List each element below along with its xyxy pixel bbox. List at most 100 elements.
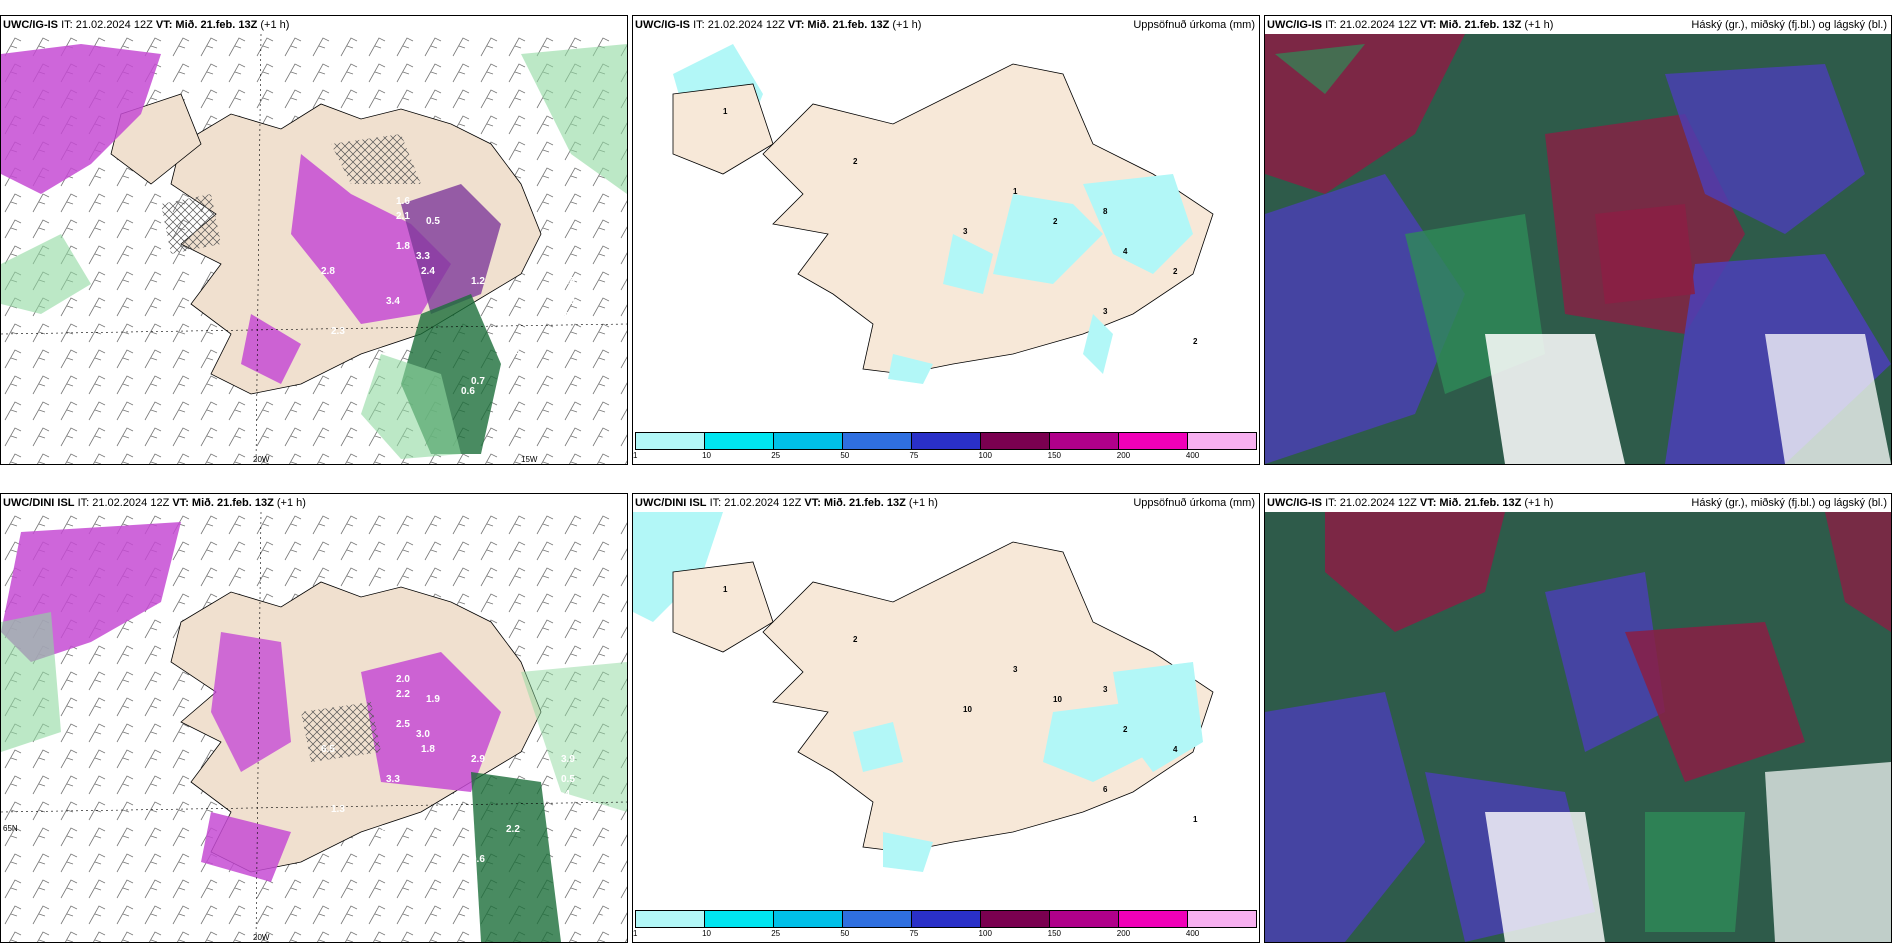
map-value-label: 0.5 bbox=[426, 216, 440, 227]
lead-time: (+1 h) bbox=[260, 19, 290, 31]
map-value-label: 3 bbox=[963, 227, 968, 236]
wind-map-canvas: 1.6 2.1 0.5 1.8 3.3 2.4 1.2 3.4 0.8 0.9 1.0 0.6 0.5 0… bbox=[1, 34, 627, 464]
legend-swatch bbox=[1050, 433, 1119, 449]
legend-tick-label: 50 bbox=[840, 929, 850, 938]
legend-tick-label: 1 bbox=[633, 929, 638, 938]
map-value-label: 1 bbox=[723, 107, 728, 116]
map-value-label: 1.9 bbox=[426, 694, 440, 705]
lead-time: (+1 h) bbox=[908, 497, 938, 509]
lead-time: (+1 h) bbox=[892, 19, 922, 31]
map-value-label: 2.1 bbox=[396, 211, 410, 222]
map-value-label: 2.9 bbox=[471, 754, 485, 765]
wind-map-top: UWC/IG-IS IT: 21.02.2024 12Z VT: Mið. 21… bbox=[0, 15, 628, 465]
precip-map-canvas: 1 2 10 10 3 2 4 6 1 3 bbox=[633, 512, 1214, 872]
lon-label: 20W bbox=[253, 933, 270, 942]
legend-tick-label: 150 bbox=[1047, 451, 1062, 460]
legend-tick-label: 400 bbox=[1185, 451, 1200, 460]
map-value-label: 0.6 bbox=[461, 386, 475, 397]
valid-time: VT: Mið. 21.feb. 13Z bbox=[155, 19, 258, 31]
model-name: UWC/IG-IS bbox=[1267, 497, 1322, 509]
legend-swatch bbox=[843, 433, 912, 449]
map-value-label: 2 bbox=[1173, 267, 1178, 276]
legend-swatch bbox=[981, 911, 1050, 927]
precip-map-bottom: UWC/DINI ISL IT: 21.02.2024 12Z VT: Mið.… bbox=[632, 493, 1260, 943]
legend-tick-label: 200 bbox=[1116, 451, 1131, 460]
init-time: IT: 21.02.2024 12Z bbox=[61, 19, 153, 31]
map-value-label: 3.3 bbox=[416, 251, 430, 262]
map-value-label: 1.3 bbox=[331, 804, 345, 815]
map-value-label: 1.6 bbox=[396, 196, 410, 207]
lon-label: 20W bbox=[253, 455, 270, 464]
legend-swatch bbox=[1188, 433, 1256, 449]
legend-tick-label: 150 bbox=[1047, 929, 1062, 938]
model-name: UWC/DINI ISL bbox=[3, 497, 75, 509]
legend-tick-label: 1 bbox=[633, 451, 638, 460]
legend-swatch bbox=[636, 433, 705, 449]
legend-swatch bbox=[705, 433, 774, 449]
valid-time: VT: Mið. 21.feb. 13Z bbox=[1419, 497, 1522, 509]
valid-time: VT: Mið. 21.feb. 13Z bbox=[804, 497, 906, 509]
panel-header: UWC/IG-IS IT: 21.02.2024 12Z VT: Mið. 21… bbox=[1265, 494, 1891, 512]
init-time: IT: 21.02.2024 12Z bbox=[1325, 19, 1417, 31]
map-value-label: 0.3 bbox=[601, 914, 615, 925]
legend-tick-label: 75 bbox=[909, 929, 919, 938]
map-value-label: 0.8 bbox=[561, 276, 575, 287]
map-value-label: 2 bbox=[1193, 337, 1198, 346]
init-time: IT: 21.02.2024 12Z bbox=[1325, 497, 1417, 509]
model-name: UWC/DINI ISL bbox=[635, 497, 707, 509]
map-value-label: 8 bbox=[1103, 207, 1108, 216]
map-value-label: 2.0 bbox=[396, 674, 410, 685]
map-value-label: 3.0 bbox=[416, 729, 430, 740]
map-value-label: 2 bbox=[853, 157, 858, 166]
map-value-label: 10 bbox=[1053, 695, 1062, 704]
map-value-label: 1 bbox=[1013, 187, 1018, 196]
legend-swatch bbox=[636, 911, 705, 927]
map-value-label: 1.3 bbox=[381, 346, 395, 357]
map-value-label: 1.8 bbox=[396, 241, 410, 252]
legend-tick-label: 100 bbox=[978, 929, 992, 938]
valid-time: VT: Mið. 21.feb. 13Z bbox=[1419, 19, 1522, 31]
model-name: UWC/IG-IS bbox=[635, 19, 690, 31]
map-value-label: 0.9 bbox=[561, 296, 575, 307]
panel-header: UWC/IG-IS IT: 21.02.2024 12Z VT: Mið. 21… bbox=[1, 16, 627, 34]
lat-label: 65N bbox=[3, 824, 18, 833]
map-value-label: 2.5 bbox=[396, 719, 410, 730]
precip-legend: 1 10 25 50 75 100 150 200 400 bbox=[633, 910, 1257, 940]
init-time: IT: 21.02.2024 12Z bbox=[77, 497, 170, 509]
map-value-label: 3 bbox=[1103, 685, 1108, 694]
map-value-label: 6 bbox=[1103, 785, 1108, 794]
map-value-label: 2.2 bbox=[506, 824, 520, 835]
lead-time: (+1 h) bbox=[1524, 19, 1554, 31]
map-value-label: 3 bbox=[1103, 307, 1108, 316]
init-time: IT: 21.02.2024 12Z bbox=[693, 19, 785, 31]
valid-time: VT: Mið. 21.feb. 13Z bbox=[787, 19, 890, 31]
legend-swatch bbox=[774, 433, 843, 449]
lead-time: (+1 h) bbox=[1524, 497, 1554, 509]
legend-tick-label: 25 bbox=[771, 451, 781, 460]
panel-header: UWC/IG-IS IT: 21.02.2024 12Z VT: Mið. 21… bbox=[633, 16, 1259, 34]
map-value-label: 0.6 bbox=[471, 854, 485, 865]
legend-tick-label: 100 bbox=[978, 451, 992, 460]
legend-tick-label: 75 bbox=[909, 451, 919, 460]
panel-subtitle: Háský (gr.), miðský (fj.bl.) og lágský (… bbox=[1691, 497, 1887, 509]
map-value-label: 0.8 bbox=[506, 346, 520, 357]
legend-swatch bbox=[912, 911, 981, 927]
cloud-map-canvas bbox=[1265, 512, 1891, 942]
map-value-label: 4 bbox=[1123, 247, 1128, 256]
legend-swatch bbox=[981, 433, 1050, 449]
cloud-map-top: UWC/IG-IS IT: 21.02.2024 12Z VT: Mið. 21… bbox=[1264, 15, 1892, 465]
legend-swatch bbox=[705, 911, 774, 927]
map-value-label: 10 bbox=[963, 705, 972, 714]
cloud-map-bottom: UWC/IG-IS IT: 21.02.2024 12Z VT: Mið. 21… bbox=[1264, 493, 1892, 943]
legend-tick-label: 200 bbox=[1116, 929, 1131, 938]
legend-tick-label: 10 bbox=[702, 451, 712, 460]
legend-swatch bbox=[1119, 911, 1188, 927]
map-value-label: 1.8 bbox=[421, 744, 435, 755]
lead-time: (+1 h) bbox=[276, 497, 306, 509]
lon-label-2: 15W bbox=[521, 455, 538, 464]
wind-map-bottom: UWC/DINI ISL IT: 21.02.2024 12Z VT: Mið.… bbox=[0, 493, 628, 943]
map-value-label: 0.7 bbox=[471, 376, 485, 387]
map-value-label: 6.5 bbox=[321, 744, 335, 755]
panel-subtitle: Háský (gr.), miðský (fj.bl.) og lágský (… bbox=[1691, 19, 1887, 31]
map-value-label: 3.9 bbox=[561, 754, 575, 765]
